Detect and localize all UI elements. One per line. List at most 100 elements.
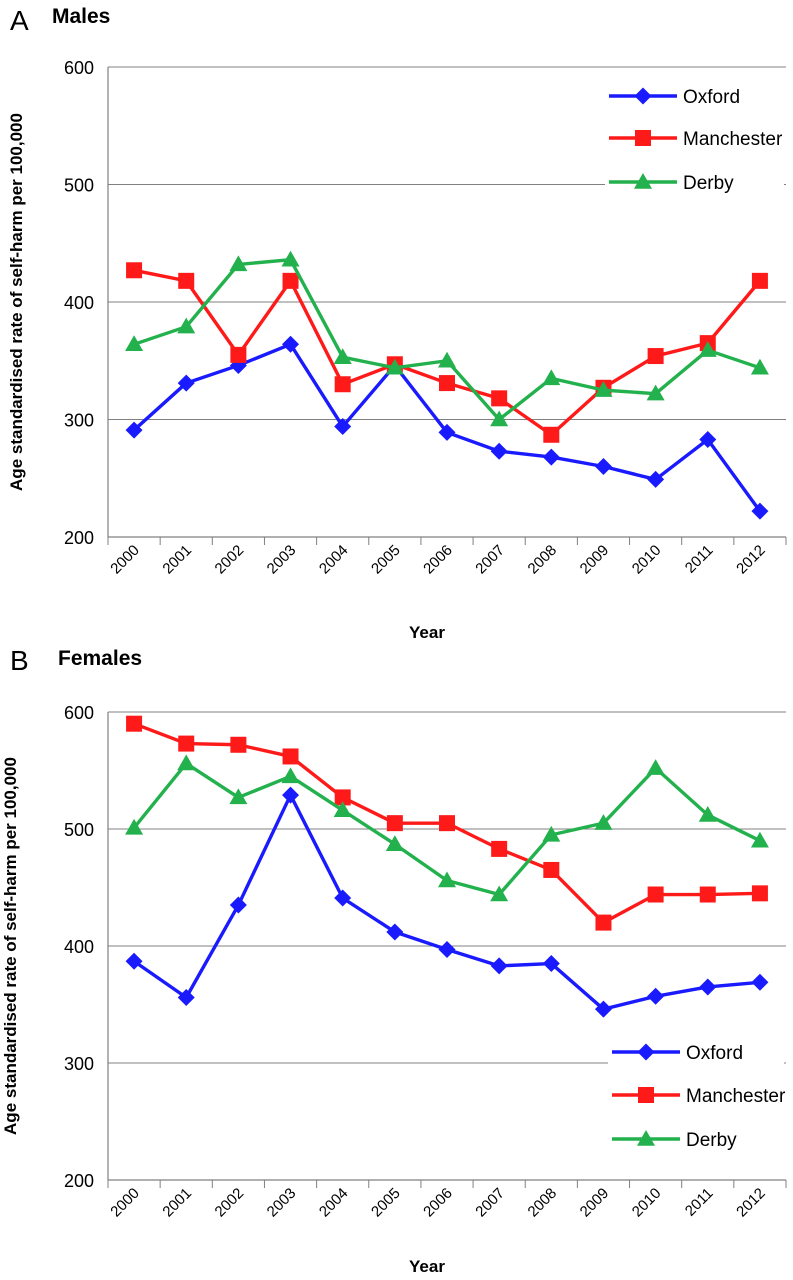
legend-label-derby: Derby: [686, 1130, 737, 1151]
data-point-manchester: [647, 886, 664, 903]
y-tick-label: 200: [64, 528, 94, 548]
x-tick-label: 2010: [629, 1185, 665, 1221]
data-point-derby: [594, 814, 613, 830]
data-point-derby: [490, 885, 509, 902]
data-point-derby: [333, 348, 352, 364]
data-point-oxford: [542, 448, 560, 466]
x-tick-label: 2007: [472, 1185, 508, 1221]
x-tick-label: 2008: [525, 1185, 561, 1221]
y-tick-label: 600: [64, 703, 94, 723]
x-tick-label: 2003: [264, 1185, 300, 1221]
data-point-manchester: [126, 715, 143, 732]
legend-label-manchester: Manchester: [683, 129, 783, 150]
chart-title: Males: [52, 5, 110, 28]
y-tick-label: 400: [64, 293, 94, 313]
data-point-manchester: [491, 840, 508, 857]
y-tick-label: 500: [64, 820, 94, 840]
data-point-derby: [333, 801, 352, 818]
data-point-manchester: [334, 789, 351, 806]
legend-label-oxford: Oxford: [686, 1043, 743, 1064]
data-point-derby: [490, 410, 509, 427]
data-point-derby: [385, 835, 404, 851]
data-point-manchester: [282, 272, 299, 289]
x-tick-label: 2004: [316, 1185, 352, 1221]
data-point-manchester: [439, 375, 455, 392]
legend: Oxford Manchester Derby: [605, 74, 784, 198]
data-point-derby: [438, 871, 456, 888]
y-tick-label: 400: [64, 937, 94, 957]
data-point-oxford: [751, 973, 769, 991]
data-point-oxford: [282, 335, 300, 353]
legend-label-manchester: Manchester: [686, 1086, 786, 1107]
x-tick-label: 2011: [682, 542, 717, 577]
data-point-oxford: [386, 923, 404, 941]
data-point-derby: [594, 381, 613, 397]
x-tick-label: 2010: [629, 542, 665, 578]
y-tick-label: 600: [64, 58, 94, 78]
x-tick-label: 2008: [525, 542, 561, 578]
data-point-manchester: [334, 376, 351, 393]
data-point-oxford: [438, 941, 456, 959]
x-tick-label: 2000: [107, 1185, 143, 1221]
data-point-manchester: [751, 885, 768, 902]
x-tick-label: 2005: [368, 1185, 404, 1221]
data-point-manchester: [647, 348, 664, 365]
legend: Oxford Manchester Derby: [608, 1030, 786, 1155]
data-point-oxford: [647, 987, 665, 1005]
legend-marker-manchester: [638, 1087, 654, 1103]
data-point-oxford: [542, 955, 560, 973]
chart-title: Females: [58, 647, 142, 670]
x-tick-label: 2006: [420, 542, 456, 578]
x-tick-label: 2003: [264, 542, 300, 578]
y-tick-label: 300: [64, 1054, 94, 1074]
panel-letter: B: [10, 645, 29, 676]
data-point-manchester: [595, 914, 612, 931]
data-point-manchester: [126, 262, 143, 279]
x-tick-label: 2004: [316, 542, 352, 578]
data-point-oxford: [699, 978, 717, 996]
data-point-derby: [438, 351, 456, 368]
data-point-manchester: [491, 390, 508, 407]
data-point-oxford: [334, 418, 352, 436]
x-tick-label: 2012: [733, 542, 769, 578]
data-point-oxford: [647, 470, 665, 488]
data-point-derby: [125, 818, 144, 835]
y-axis-title: Age standardised rate of self-harm per 1…: [1, 757, 20, 1135]
x-axis-title: Year: [409, 1257, 445, 1276]
data-point-oxford: [438, 423, 456, 441]
x-tick-label: 2001: [159, 542, 195, 578]
data-point-manchester: [178, 735, 195, 752]
x-tick-label: 2011: [682, 1185, 717, 1220]
data-point-manchester: [230, 736, 247, 753]
data-point-manchester: [178, 272, 195, 289]
chart-panel-b: B Females 600 500 400 300 200 2000 2001 2002 2003 2…: [1, 645, 787, 1276]
data-point-manchester: [439, 815, 455, 832]
legend-marker-derby: [637, 1130, 655, 1146]
data-point-oxford: [334, 889, 352, 907]
y-tick-label: 300: [64, 411, 94, 431]
data-point-derby: [229, 788, 248, 805]
data-point-derby: [385, 358, 404, 375]
data-point-derby: [177, 317, 196, 334]
data-point-derby: [281, 250, 300, 267]
data-point-derby: [646, 759, 665, 775]
data-point-manchester: [230, 346, 247, 363]
x-tick-label: 2007: [472, 542, 508, 578]
x-tick-label: 2002: [212, 1185, 248, 1221]
data-point-manchester: [543, 861, 560, 878]
data-point-oxford: [490, 957, 508, 975]
x-axis-title: Year: [409, 623, 445, 642]
data-point-derby: [542, 369, 561, 386]
data-point-derby: [229, 255, 248, 272]
data-point-derby: [698, 341, 717, 357]
x-tick-label: 2001: [159, 1185, 195, 1221]
legend-marker-oxford: [637, 1043, 655, 1061]
chart-panel-a: A Males 600 500 400 300 200 2000 2001 2002 2003 200…: [7, 5, 787, 642]
legend-label-derby: Derby: [683, 173, 734, 194]
data-point-derby: [698, 805, 717, 822]
data-point-manchester: [386, 815, 403, 832]
x-tick-label: 2009: [577, 1185, 613, 1221]
data-point-derby: [750, 358, 769, 375]
data-point-oxford: [125, 952, 143, 970]
